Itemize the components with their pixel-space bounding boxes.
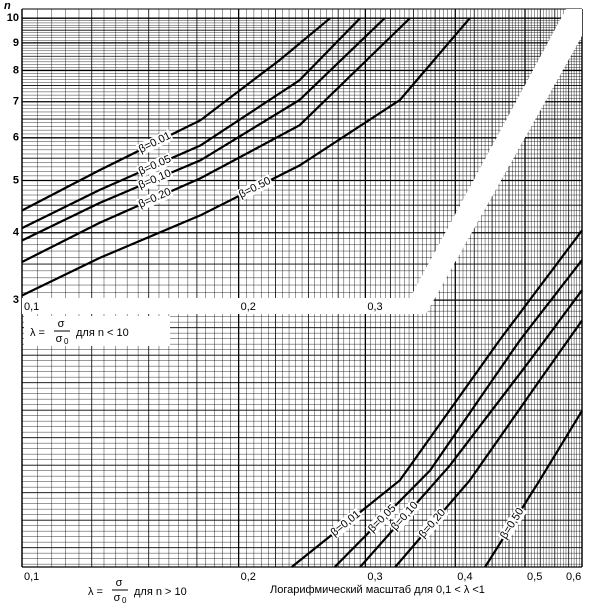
x-tick-label-upper: 0,1	[24, 301, 39, 313]
y-tick-label: 3	[13, 294, 19, 306]
x-tick-label: 0,2	[241, 571, 256, 583]
formula-box	[24, 316, 170, 346]
curve	[21, 17, 411, 263]
x-tick-label: 0,6	[566, 571, 581, 583]
formula-num: σ	[116, 577, 123, 589]
y-tick-label: 5	[13, 174, 19, 186]
x-tick-label-upper: 0,3	[367, 301, 382, 313]
curve-label-bg	[236, 174, 274, 202]
formula-condition: для n > 10	[134, 586, 187, 598]
formula-lhs: λ =	[30, 327, 45, 339]
curve	[21, 17, 386, 242]
x-tick-label: 0,1	[24, 571, 39, 583]
scale-note: Логарифмический масштаб для 0,1 < λ <1	[270, 584, 485, 596]
formula-condition: для n < 10	[76, 327, 129, 339]
y-tick-label: 10	[7, 12, 19, 24]
y-tick-label: 4	[13, 227, 20, 239]
curve-label-bg	[365, 501, 400, 536]
y-axis-label: n	[4, 0, 11, 12]
curve-label-bg	[135, 166, 174, 193]
curve-label-bg	[135, 129, 174, 157]
curve-label-bg	[135, 152, 174, 179]
formula-sub: 0	[64, 337, 69, 346]
formula-lhs: λ =	[88, 586, 103, 598]
formula-den: σ	[114, 592, 121, 604]
formula-num: σ	[58, 318, 65, 330]
x-tick-label-upper: 0,2	[241, 301, 256, 313]
curve	[21, 17, 331, 212]
y-tick-label: 9	[13, 37, 19, 49]
y-tick-label: 6	[13, 132, 19, 144]
curve	[21, 17, 361, 230]
curve-label-bg	[416, 505, 449, 542]
curve-label-bg	[135, 185, 174, 212]
formula-sub: 0	[122, 596, 127, 605]
formula-den: σ	[56, 333, 63, 345]
lower-formula: λ = σ σ 0 для n > 10	[88, 577, 187, 605]
curve-label-bg	[327, 507, 364, 540]
y-tick-label: 7	[13, 96, 19, 108]
y-tick-label: 8	[13, 64, 19, 76]
curve-label-bg	[388, 498, 422, 534]
x-tick-label: 0,5	[527, 571, 542, 583]
curve-label-bg	[497, 505, 528, 543]
x-tick-label: 0,4	[457, 571, 472, 583]
upper-formula: λ = σ σ 0 для n < 10	[24, 316, 170, 346]
x-tick-label: 0,3	[367, 571, 382, 583]
